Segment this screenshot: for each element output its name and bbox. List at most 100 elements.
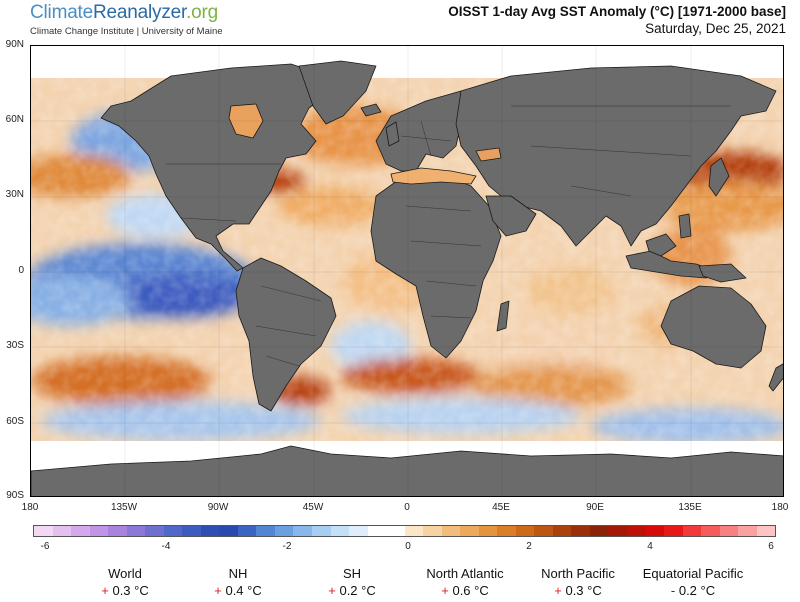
lon-label: 90W: [207, 502, 229, 513]
colorbar-segment: [108, 526, 127, 536]
brand-part2: Reanalyzer: [93, 2, 187, 23]
colorbar-segment: [423, 526, 442, 536]
stat-number: 0.2 °C: [678, 583, 716, 598]
lat-label: 60N: [5, 114, 24, 125]
colorbar-segment: [441, 526, 461, 536]
stat-label: North Pacific: [541, 566, 615, 581]
colorbar-segment: [645, 526, 665, 536]
iceland-land: [360, 103, 382, 117]
land-masses: [31, 60, 783, 496]
stat-number: 0.3 °C: [565, 583, 602, 598]
colorbar-segment: [756, 526, 776, 536]
arabia-land: [485, 195, 537, 237]
stat-sh: SH + 0.2 °C: [287, 566, 417, 600]
lat-label: 60S: [6, 416, 24, 427]
stat-number: 0.2 °C: [339, 583, 376, 598]
colorbar-segment: [293, 526, 312, 536]
colorbar-segment: [589, 526, 609, 536]
colorbar-segment: [386, 526, 405, 536]
stat-north-pacific: North Pacific + 0.3 °C: [513, 566, 643, 600]
lon-label: 180: [21, 502, 39, 513]
lon-label: 135W: [110, 502, 138, 513]
philippines-land: [678, 213, 692, 239]
lat-label: 0: [18, 265, 24, 276]
colorbar-segment: [274, 526, 294, 536]
stat-sign: +: [554, 583, 562, 598]
stat-number: 0.6 °C: [452, 583, 489, 598]
colorbar-tick-label: 4: [647, 541, 653, 552]
stat-sign: +: [101, 583, 109, 598]
colorbar-tick-label: 0: [405, 541, 411, 552]
colorbar-segment: [163, 526, 183, 536]
lon-label: 45E: [492, 502, 510, 513]
colorbar-segment: [182, 526, 201, 536]
asia-land: [455, 65, 777, 247]
colorbar-segment: [200, 526, 220, 536]
lon-label: 180: [771, 502, 789, 513]
south-america-land: [235, 257, 337, 412]
stat-equatorial-pacific: Equatorial Pacific - 0.2 °C: [628, 566, 758, 600]
map-svg: [31, 46, 783, 496]
colorbar-segment: [404, 526, 424, 536]
colorbar-segment: [256, 526, 275, 536]
colorbar-tick-label: -4: [161, 541, 171, 552]
colorbar-segment: [145, 526, 164, 536]
stat-label: North Atlantic: [426, 566, 504, 581]
mediterranean-sea: [390, 167, 477, 185]
borneo-land: [645, 233, 677, 257]
colorbar-segment: [478, 526, 498, 536]
sst-anomaly-map[interactable]: [30, 45, 784, 497]
lon-label: 45W: [302, 502, 324, 513]
stat-number: 0.4 °C: [225, 583, 262, 598]
stat-label: World: [108, 566, 142, 581]
colorbar-segment: [311, 526, 331, 536]
europe-land: [375, 90, 477, 172]
colorbar-segment: [349, 526, 368, 536]
stat-value: + 0.3 °C: [60, 582, 190, 600]
black-sea: [475, 147, 502, 162]
hudson-bay: [228, 103, 264, 139]
stat-label: SH: [342, 566, 362, 581]
stat-north-atlantic: North Atlantic + 0.6 °C: [400, 566, 530, 600]
stat-number: 0.3 °C: [112, 583, 149, 598]
brand-block: ClimateReanalyzer.org Climate Change Ins…: [30, 2, 223, 37]
stat-world: World + 0.3 °C: [60, 566, 190, 600]
stat-value: + 0.6 °C: [400, 582, 530, 600]
stat-value: + 0.4 °C: [173, 582, 303, 600]
colorbar-segment: [664, 526, 683, 536]
brand-part1: Climate: [30, 2, 94, 23]
new-zealand-land: [768, 363, 783, 392]
brand-subtitle: Climate Change Institute | University of…: [30, 26, 223, 37]
regional-stats: World + 0.3 °C NH + 0.4 °C SH + 0.2 °C N…: [0, 566, 800, 602]
colorbar-segment: [71, 526, 90, 536]
colorbar-tick-label: 6: [768, 541, 774, 552]
lat-label: 90S: [6, 490, 24, 501]
stat-sign: +: [328, 583, 336, 598]
australia-land: [660, 285, 767, 369]
colorbar-segment: [719, 526, 739, 536]
map-date: Saturday, Dec 25, 2021: [645, 21, 786, 36]
japan-land: [708, 157, 730, 197]
stat-sign: +: [214, 583, 222, 598]
colorbar-segment: [52, 526, 72, 536]
political-borders: [166, 105, 731, 367]
colorbar-segment: [627, 526, 646, 536]
stat-nh: NH + 0.4 °C: [173, 566, 303, 600]
colorbar-tick-label: 2: [526, 541, 532, 552]
madagascar-land: [496, 300, 510, 332]
colorbar-segment: [330, 526, 350, 536]
colorbar-segment: [89, 526, 109, 536]
lon-label: 0: [404, 502, 410, 513]
uk-land: [385, 121, 400, 147]
greenland-land: [298, 60, 377, 125]
stat-value: + 0.2 °C: [287, 582, 417, 600]
brand-logo[interactable]: ClimateReanalyzer.org: [30, 2, 223, 24]
brand-tld: .org: [186, 2, 219, 23]
colorbar-segment: [460, 526, 479, 536]
lon-label: 135E: [678, 502, 702, 513]
stat-value: + 0.3 °C: [513, 582, 643, 600]
colorbar-tick-label: -2: [282, 541, 292, 552]
lat-label: 30S: [6, 340, 24, 351]
lon-label: 90E: [586, 502, 604, 513]
colorbar-segment: [367, 526, 387, 536]
